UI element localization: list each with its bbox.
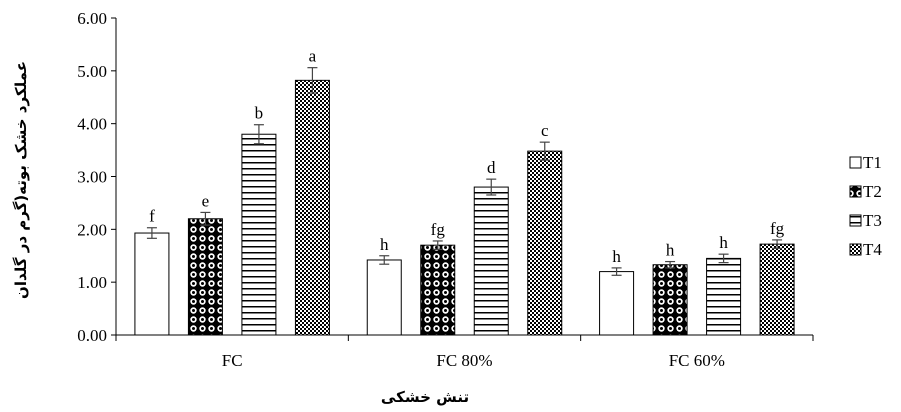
y-tick-label: 0.00 <box>77 326 107 345</box>
significance-letter: h <box>719 233 728 252</box>
y-tick-label: 2.00 <box>77 220 107 239</box>
y-tick-label: 4.00 <box>77 115 107 134</box>
bar-t3 <box>706 257 742 336</box>
significance-letter: f <box>149 207 155 226</box>
legend-label: T4 <box>863 240 882 259</box>
bar-t1 <box>366 259 402 336</box>
significance-letter: h <box>380 235 389 254</box>
y-axis-title: عملکرد خشک بوته(گرم در گلدان <box>12 61 30 299</box>
y-tick-label: 3.00 <box>77 168 107 187</box>
significance-letter: fg <box>770 219 785 238</box>
bar-t3 <box>473 186 509 336</box>
bar-t4 <box>759 243 795 336</box>
y-tick-label: 1.00 <box>77 273 107 292</box>
legend-swatch-t1 <box>849 156 862 169</box>
bar-t4 <box>527 150 563 336</box>
legend-label: T3 <box>863 211 882 230</box>
legend-label: T1 <box>863 153 882 172</box>
bar-t2 <box>420 244 456 336</box>
y-tick-label: 5.00 <box>77 62 107 81</box>
significance-letter: d <box>487 158 496 177</box>
bar-t3 <box>241 133 277 336</box>
x-category-label: FC 60% <box>669 351 725 370</box>
bar-t1 <box>599 271 635 336</box>
significance-letter: b <box>255 104 264 123</box>
significance-letter: h <box>666 241 675 260</box>
y-tick-label: 6.00 <box>77 9 107 28</box>
significance-letter: e <box>202 191 210 210</box>
x-category-label: FC 80% <box>436 351 492 370</box>
significance-letter: c <box>541 121 549 140</box>
bar-t2 <box>187 218 223 336</box>
bar-t2 <box>652 264 688 336</box>
axes: 0.00 1.00 2.00 3.00 4.00 5.00 6.00 FC FC 80% FC 6… <box>77 9 814 370</box>
significance-letter: h <box>612 247 621 266</box>
legend-swatch-t3 <box>849 214 862 227</box>
bar-t4 <box>294 79 330 336</box>
x-axis-title: تنش خشکی <box>381 388 469 406</box>
legend-swatch-t2 <box>849 185 862 198</box>
significance-letter: fg <box>431 220 446 239</box>
bars: f e b a h fg d c h h h fg <box>134 47 795 336</box>
significance-letter: a <box>309 47 317 66</box>
x-category-label: FC <box>222 351 243 370</box>
legend-label: T2 <box>863 182 882 201</box>
bar-t1 <box>134 232 170 336</box>
legend-swatch-t4 <box>849 243 862 256</box>
legend: T1 T2 T3 T4 <box>849 153 882 259</box>
